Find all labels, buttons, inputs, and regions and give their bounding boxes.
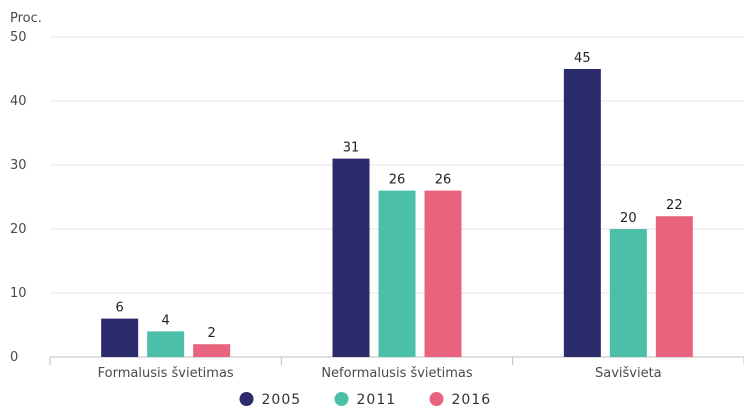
- x-axis: Formalusis švietimas Neformalusis švietim…: [49, 357, 744, 381]
- x-category-label: Formalusis švietimas: [98, 366, 234, 381]
- bar-2016-2: [424, 190, 462, 357]
- bar-2011-3: [609, 229, 647, 357]
- data-label: 4: [162, 313, 170, 328]
- legend-label: 2016: [452, 392, 492, 408]
- x-category-label: Neformalusis švietimas: [321, 366, 473, 381]
- y-tick-label: 20: [10, 222, 27, 237]
- y-tick-label: 10: [10, 286, 27, 301]
- data-label: 22: [666, 198, 683, 213]
- data-label: 26: [389, 173, 406, 188]
- y-unit-label: Proc.: [10, 11, 42, 26]
- y-tick-label: 40: [10, 94, 27, 109]
- legend-label: 2011: [357, 392, 397, 408]
- data-label: 20: [620, 211, 637, 226]
- bar-2005-3: [563, 69, 601, 357]
- x-category-label: Savišvieta: [595, 366, 662, 381]
- y-tick-label: 50: [10, 30, 27, 45]
- data-label: 2: [208, 326, 216, 341]
- bar-2011-2: [378, 190, 416, 357]
- bar-2016-3: [655, 216, 693, 357]
- bar-2005-2: [332, 158, 370, 357]
- bars: [101, 69, 693, 357]
- bar-2016-1: [193, 344, 231, 357]
- legend: 2005 2011 2016: [239, 392, 492, 408]
- legend-label: 2005: [262, 392, 302, 408]
- bar-2011-1: [147, 331, 185, 357]
- data-label: 26: [435, 173, 452, 188]
- bar-2005-1: [101, 318, 139, 357]
- legend-marker: [429, 392, 444, 406]
- y-tick-label: 30: [10, 158, 27, 173]
- data-label: 45: [574, 51, 591, 66]
- data-label: 6: [116, 301, 124, 316]
- legend-marker: [334, 392, 349, 406]
- legend-marker: [239, 392, 254, 406]
- y-axis-ticks: 0 10 20 30 40 50: [10, 30, 27, 365]
- y-tick-label: 0: [10, 350, 18, 365]
- data-labels: 6 4 2 31 26 26 45 20 22: [116, 51, 683, 341]
- data-label: 31: [343, 141, 360, 156]
